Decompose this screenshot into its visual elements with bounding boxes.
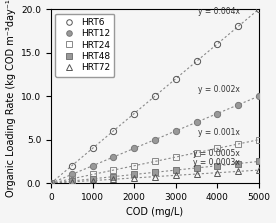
Legend: HRT6, HRT12, HRT24, HRT48, HRT72: HRT6, HRT12, HRT24, HRT48, HRT72 — [55, 14, 114, 77]
Text: y = 0.002x: y = 0.002x — [198, 85, 240, 94]
X-axis label: COD (mg/L): COD (mg/L) — [126, 207, 184, 217]
Text: y = 0.004x: y = 0.004x — [198, 7, 240, 16]
Text: y = 0.001x: y = 0.001x — [198, 128, 240, 137]
Text: y = 0.0005x: y = 0.0005x — [193, 149, 240, 158]
Text: y = 0.0003x: y = 0.0003x — [193, 159, 240, 167]
Y-axis label: Organic Loading Rate (kg COD m⁻³day⁻¹): Organic Loading Rate (kg COD m⁻³day⁻¹) — [6, 0, 15, 197]
